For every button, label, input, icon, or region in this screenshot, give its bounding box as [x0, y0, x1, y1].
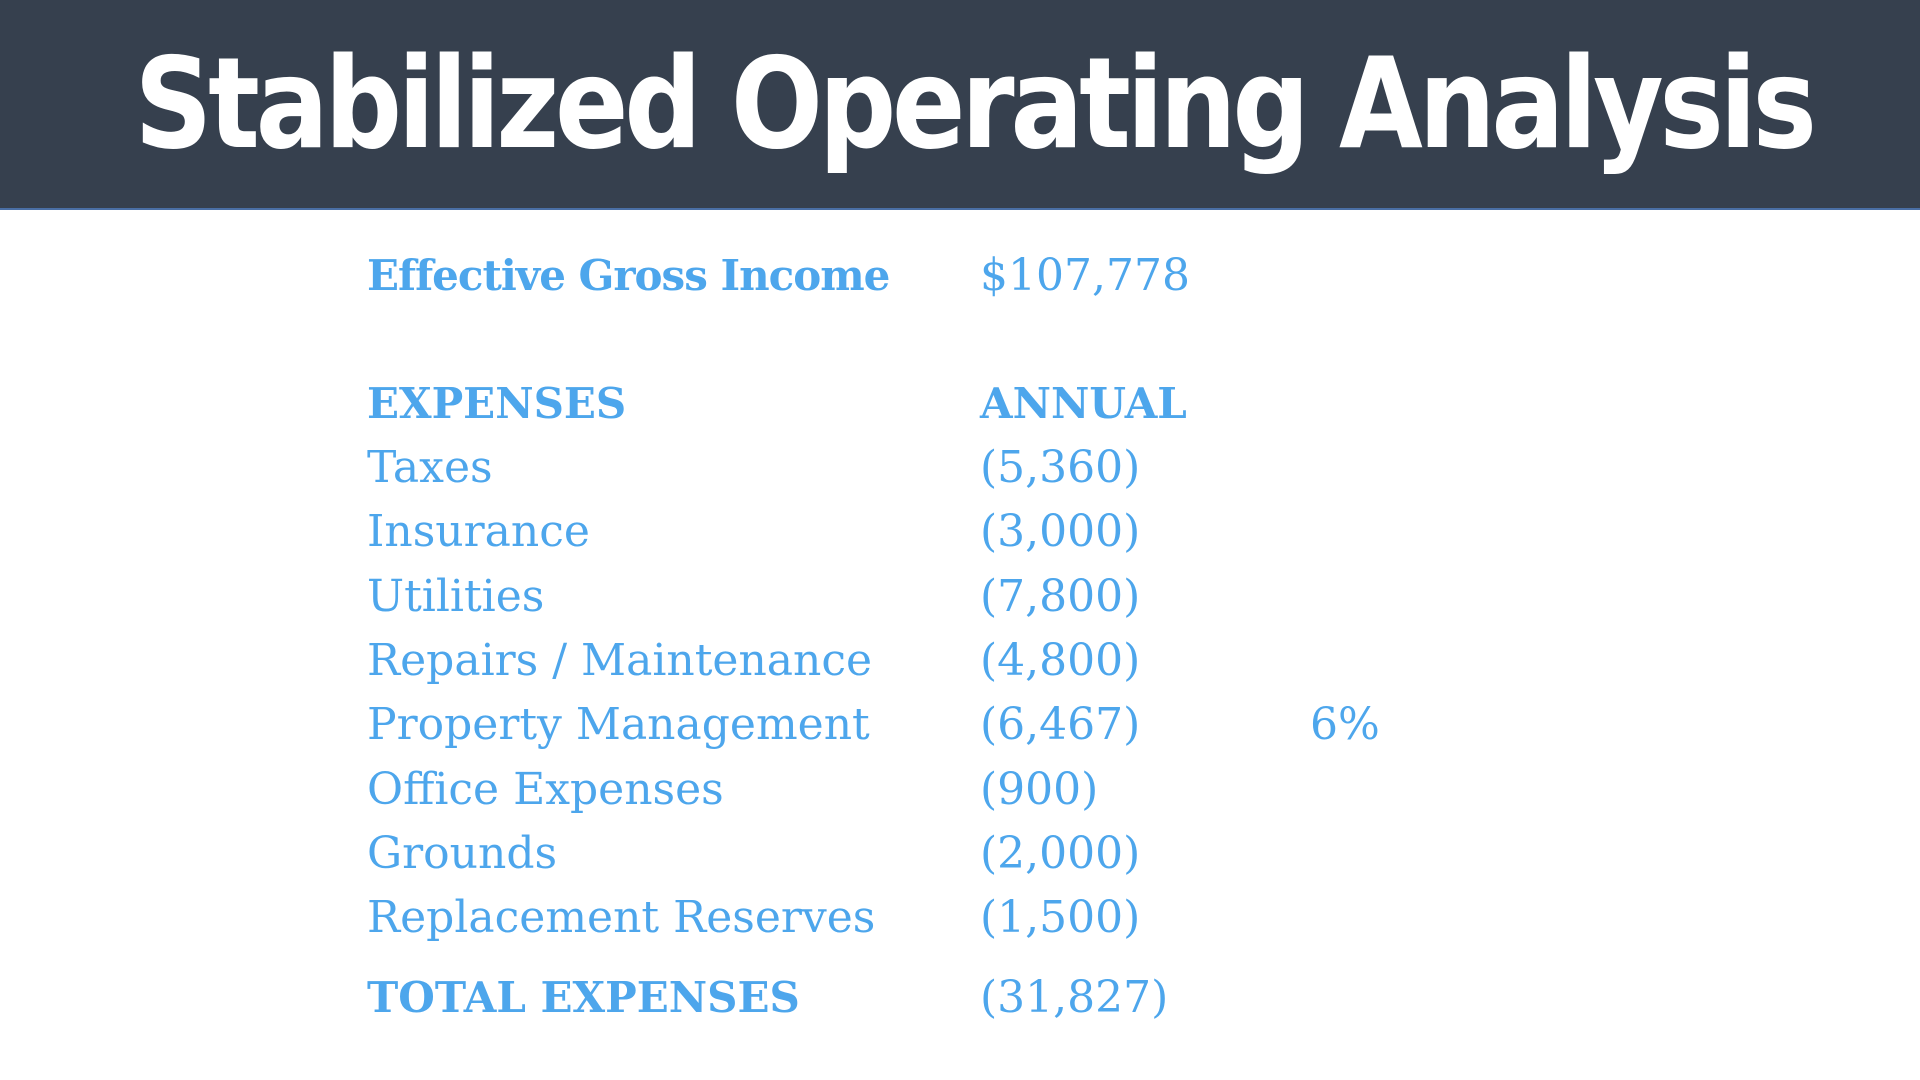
expense-row-office: Office Expenses (900) — [367, 760, 1567, 820]
total-expenses-label: TOTAL EXPENSES — [367, 973, 800, 1022]
expense-amount: (4,800) — [980, 635, 1141, 686]
income-row: Effective Gross Income $107,778 — [367, 246, 1567, 306]
expense-row-property-management: Property Management (6,467) 6% — [367, 695, 1567, 755]
total-expenses-amount: (31,827) — [980, 972, 1169, 1023]
expense-label: Grounds — [367, 828, 558, 879]
expense-label: Office Expenses — [367, 764, 724, 815]
expense-label: Replacement Reserves — [367, 892, 876, 943]
expenses-header-row: EXPENSES ANNUAL — [367, 374, 1567, 434]
expense-amount: (7,800) — [980, 571, 1141, 622]
expense-amount: (5,360) — [980, 442, 1141, 493]
expense-row-reserves: Replacement Reserves (1,500) — [367, 888, 1567, 948]
expense-amount: (6,467) — [980, 699, 1141, 750]
expense-amount: (2,000) — [980, 828, 1141, 879]
header-band — [0, 0, 1920, 210]
management-percent: 6% — [1310, 699, 1380, 750]
expense-label: Taxes — [367, 442, 493, 493]
expense-row-insurance: Insurance (3,000) — [367, 502, 1567, 562]
expense-row-repairs: Repairs / Maintenance (4,800) — [367, 631, 1567, 691]
slide-title: Stabilized Operating Analysis — [134, 30, 1817, 177]
expense-row-grounds: Grounds (2,000) — [367, 824, 1567, 884]
expense-amount: (3,000) — [980, 506, 1141, 557]
expense-amount: (900) — [980, 764, 1099, 815]
expense-amount: (1,500) — [980, 892, 1141, 943]
expense-row-taxes: Taxes (5,360) — [367, 438, 1567, 498]
total-expenses-row: TOTAL EXPENSES (31,827) — [367, 968, 1567, 1028]
expense-label: Utilities — [367, 571, 545, 622]
expense-label: Insurance — [367, 506, 590, 557]
income-value: $107,778 — [980, 250, 1190, 301]
expense-label: Repairs / Maintenance — [367, 635, 873, 686]
expenses-header-label: EXPENSES — [367, 379, 627, 428]
expense-row-utilities: Utilities (7,800) — [367, 567, 1567, 627]
income-label: Effective Gross Income — [367, 251, 890, 300]
expense-label: Property Management — [367, 699, 870, 750]
annual-column-header: ANNUAL — [980, 379, 1187, 428]
